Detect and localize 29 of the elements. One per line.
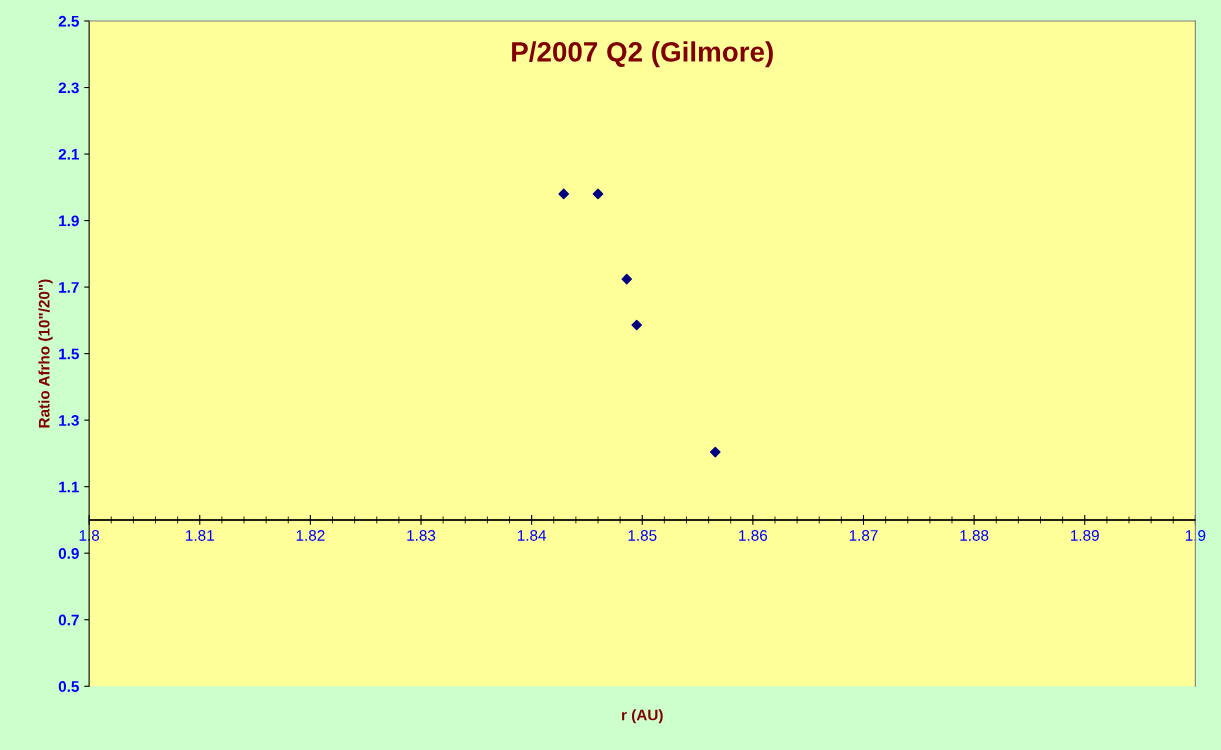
y-tick-label: 1.5 — [59, 348, 79, 360]
x-tick-label: 1.87 — [849, 530, 878, 541]
y-tick-label: 1.1 — [59, 481, 79, 493]
y-tick-label: 1.7 — [59, 282, 79, 293]
x-tick-label: 1.86 — [739, 530, 768, 541]
x-axis-title: r (AU) — [622, 709, 663, 724]
y-tick-label: 1.9 — [59, 215, 79, 227]
y-tick-label: 2.3 — [58, 82, 79, 94]
x-tick-label: 1.85 — [628, 530, 657, 541]
y-tick-label: 2.5 — [58, 15, 79, 27]
point — [558, 188, 570, 200]
point — [592, 188, 604, 200]
y-axis-title: Ratio Afrho (10"/20") — [38, 279, 53, 428]
x-tick-label: 1.9 — [1185, 530, 1206, 541]
y-tick-label: 0.9 — [58, 548, 79, 559]
y-tick-label: 1.3 — [59, 415, 79, 426]
y-tick-label: 2.1 — [58, 148, 79, 160]
text: P/2007 Q2 (Gilmore) — [512, 41, 773, 68]
y-tick-label: 0.7 — [58, 614, 79, 626]
x-tick-label: 1.81 — [186, 530, 214, 541]
x-tick-label: 1.83 — [407, 530, 436, 541]
x-tick-label: 1.89 — [1071, 530, 1099, 541]
x-tick-label: 1.88 — [960, 530, 989, 541]
x-tick-label: 1.82 — [296, 530, 325, 541]
point — [709, 446, 721, 458]
point — [631, 319, 643, 331]
point — [621, 273, 633, 285]
y-tick-label: 0.5 — [58, 681, 79, 692]
x-tick-label: 1.84 — [517, 530, 547, 541]
